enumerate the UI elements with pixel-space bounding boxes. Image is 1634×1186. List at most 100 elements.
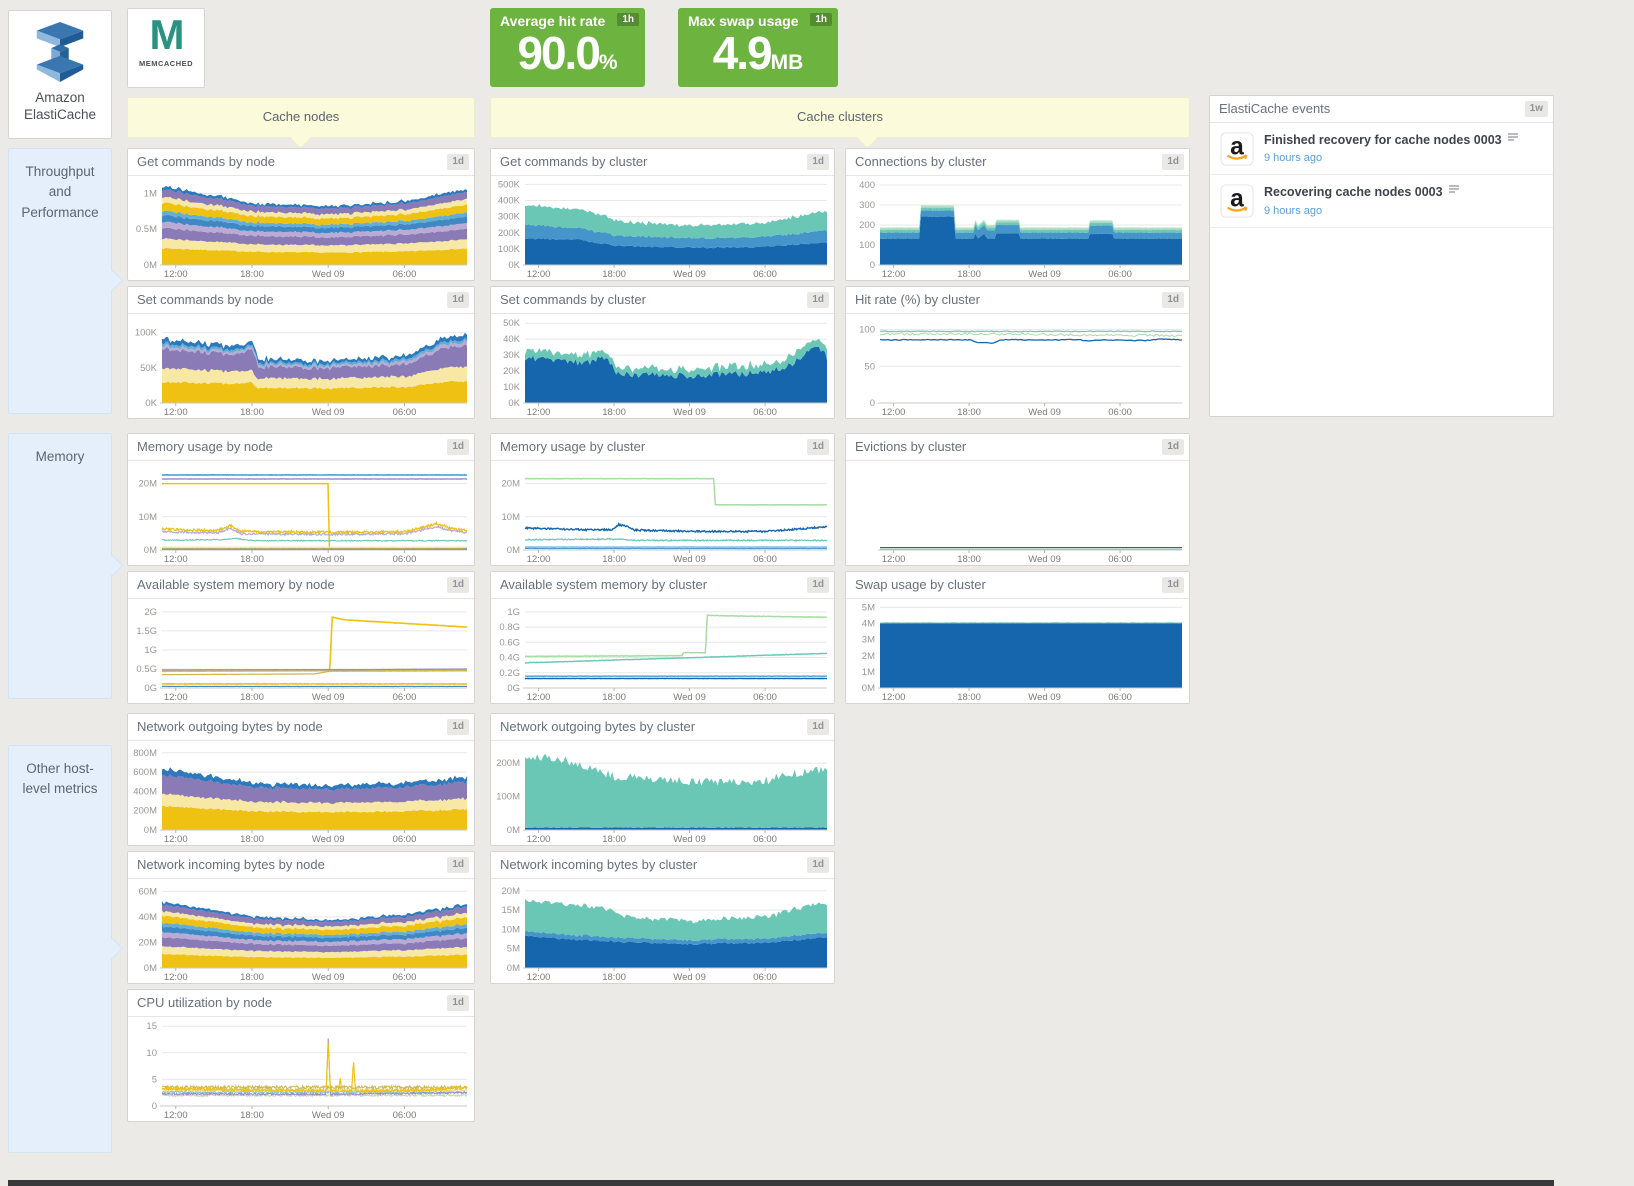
series-area (880, 210, 1182, 239)
chart-plot: 0M 10M 20M 12:00 18:00 Wed 09 06:00 (502, 477, 828, 565)
events-panel: ElastiCache events 1w a Finished recover… (1209, 95, 1554, 417)
max-swap-usage-widget: Max swap usage 1h 4.9MB (678, 8, 838, 87)
svg-text:0: 0 (870, 260, 875, 271)
chart-plot: 0M 5M 10M 15M 20M 12:00 18:00 Wed 09 06:00 (502, 886, 827, 983)
svg-text:100M: 100M (496, 792, 520, 803)
series-area (162, 931, 467, 947)
svg-text:10K: 10K (503, 382, 521, 393)
event-title: Finished recovery for cache nodes 0003 (1264, 132, 1543, 148)
svg-text:18:00: 18:00 (602, 972, 626, 983)
svg-text:18:00: 18:00 (957, 269, 981, 280)
svg-text:0.6G: 0.6G (499, 637, 520, 648)
svg-text:100: 100 (859, 240, 875, 251)
chart-plot: 0M 20M 40M 60M 12:00 18:00 Wed 09 06:00 (139, 886, 467, 983)
chart-network-outgoing-bytes-by-cluster[interactable]: Network outgoing bytes by cluster 1d 0M 100… (490, 713, 835, 846)
series-area (162, 914, 467, 936)
timeframe-badge: 1d (1162, 439, 1184, 455)
svg-text:Wed 09: Wed 09 (1028, 554, 1061, 565)
chart-plot: 0 50 100 12:00 18:00 Wed 09 06:00 (859, 325, 1183, 418)
event-timestamp-link[interactable]: 9 hours ago (1264, 204, 1323, 217)
chart-cpu-utilization-by-node[interactable]: CPU utilization by node 1d 0 5 10 15 12:00 18:0… (127, 989, 475, 1122)
event-timestamp-link[interactable]: 9 hours ago (1264, 152, 1323, 165)
event-row[interactable]: a Finished recovery for cache nodes 0003… (1210, 123, 1553, 176)
chart-header: Network outgoing bytes by node 1d (128, 714, 474, 741)
svg-text:20M: 20M (502, 886, 521, 897)
svg-text:0.5M: 0.5M (136, 224, 157, 235)
series-area (880, 623, 1182, 688)
series-area (162, 196, 467, 220)
svg-text:12:00: 12:00 (527, 407, 551, 418)
series-area (880, 216, 1182, 265)
chart-get-commands-by-cluster[interactable]: Get commands by cluster 1d 0K 100K 200K 300K 4… (490, 148, 835, 281)
max-swap-usage-value: 4.9MB (712, 27, 804, 79)
svg-text:18:00: 18:00 (602, 407, 626, 418)
svg-text:300K: 300K (498, 212, 521, 223)
svg-text:Wed 09: Wed 09 (312, 834, 345, 845)
svg-text:18:00: 18:00 (240, 269, 264, 280)
event-notes-icon (1507, 133, 1518, 141)
timeframe-badge: 1d (447, 857, 469, 873)
chart-network-incoming-bytes-by-node[interactable]: Network incoming bytes by node 1d 0M 20M 40M… (127, 851, 475, 984)
series-area (162, 936, 467, 953)
chart-available-system-memory-by-cluster[interactable]: Available system memory by cluster 1d 0G 0.… (490, 571, 835, 704)
svg-text:50K: 50K (140, 363, 158, 374)
chart-set-commands-by-cluster[interactable]: Set commands by cluster 1d 0K 10K 20K 30K 40K 5… (490, 286, 835, 419)
svg-text:100: 100 (859, 325, 875, 336)
timeframe-badge: 1h (810, 13, 832, 26)
chart-header: Network incoming bytes by cluster 1d (491, 852, 834, 879)
chart-hit-rate-by-cluster[interactable]: Hit rate (%) by cluster 1d 0 50 100 12:00 18:0… (845, 286, 1190, 419)
chart-swap-usage-by-cluster[interactable]: Swap usage by cluster 1d 0M 1M 2M 3M 4M 5M 12:00… (845, 571, 1190, 704)
chart-header: Network incoming bytes by node 1d (128, 852, 474, 879)
svg-text:400: 400 (859, 180, 875, 191)
timeframe-badge: 1d (807, 154, 829, 170)
events-panel-header: ElastiCache events 1w (1210, 96, 1553, 123)
series-area (525, 346, 827, 403)
chart-set-commands-by-node[interactable]: Set commands by node 1d 0K 50K 100K 12:00 18:0… (127, 286, 475, 419)
chart-header: Available system memory by node 1d (128, 572, 474, 599)
series-area (162, 805, 467, 830)
chart-plot: 0 100 200 300 400 12:00 18:00 Wed 09 06:00 (859, 180, 1182, 280)
svg-text:0M: 0M (144, 260, 157, 271)
memcached-label: MEMCACHED (138, 59, 194, 68)
series-area (162, 238, 467, 254)
chart-available-system-memory-by-node[interactable]: Available system memory by node 1d 0G 0.5G 1… (127, 571, 475, 704)
chart-plot: 0 5 10 15 12:00 18:00 Wed 09 06:00 (146, 1021, 468, 1121)
memcached-m-icon: M (149, 11, 185, 58)
chart-connections-by-cluster[interactable]: Connections by cluster 1d 0 100 200 300 400 12:… (845, 148, 1190, 281)
chart-evictions-by-cluster[interactable]: Evictions by cluster 1d 12:00 18:00 Wed 09 06… (845, 433, 1190, 566)
chart-memory-usage-by-node[interactable]: Memory usage by node 1d 0M 10M 20M 12:00 18:00… (127, 433, 475, 566)
amazon-icon: a (1220, 184, 1254, 218)
timeframe-badge: 1d (807, 857, 829, 873)
svg-text:18:00: 18:00 (602, 834, 626, 845)
svg-text:0.4G: 0.4G (499, 653, 520, 664)
section-label-throughput: Throughput and Performance (8, 148, 123, 414)
chart-plot: 0M 100M 200M 12:00 18:00 Wed 09 06:00 (496, 753, 827, 845)
event-notes-icon (1448, 185, 1459, 193)
svg-text:0K: 0K (145, 398, 157, 409)
banner-pointer (289, 127, 312, 149)
chart-get-commands-by-node[interactable]: Get commands by node 1d 0M 0.5M 1M 12:00 18:00… (127, 148, 475, 281)
series-area (162, 774, 467, 804)
chart-plot: 0K 50K 100K 12:00 18:00 Wed 09 06:00 (135, 328, 467, 418)
svg-text:1M: 1M (144, 188, 157, 199)
svg-text:10M: 10M (502, 512, 521, 523)
event-row[interactable]: a Recovering cache nodes 0003 9 hours ag… (1210, 175, 1553, 228)
chart-header: Swap usage by cluster 1d (846, 572, 1189, 599)
elasticache-logo-icon (36, 21, 84, 82)
series-area (525, 753, 827, 828)
series-area (525, 935, 827, 968)
series-area (162, 904, 467, 928)
svg-text:12:00: 12:00 (527, 692, 551, 703)
svg-text:06:00: 06:00 (753, 554, 777, 565)
chart-memory-usage-by-cluster[interactable]: Memory usage by cluster 1d 0M 10M 20M 12:00 18… (490, 433, 835, 566)
svg-text:18:00: 18:00 (957, 692, 981, 703)
series-area (162, 247, 467, 265)
series-area (162, 922, 467, 939)
chart-network-outgoing-bytes-by-node[interactable]: Network outgoing bytes by node 1d 0M 200M 40… (127, 713, 475, 846)
timeframe-badge: 1d (807, 577, 829, 593)
svg-text:400M: 400M (133, 786, 157, 797)
series-area (162, 767, 467, 792)
svg-text:12:00: 12:00 (882, 554, 906, 565)
chart-network-incoming-bytes-by-cluster[interactable]: Network incoming bytes by cluster 1d 0M 5M 1… (490, 851, 835, 984)
svg-text:18:00: 18:00 (240, 1110, 264, 1121)
